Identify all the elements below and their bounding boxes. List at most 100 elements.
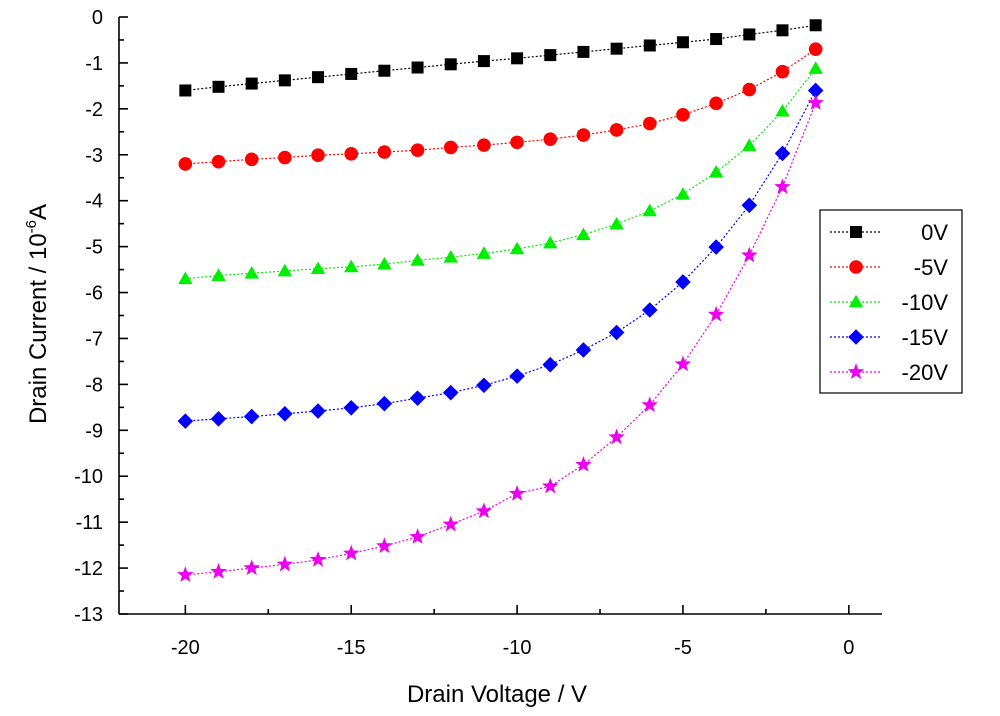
data-point	[742, 138, 757, 151]
series-line	[185, 90, 817, 422]
y-axis-title-main: Drain Current / 10	[25, 233, 52, 424]
data-point	[809, 19, 822, 32]
data-point	[277, 405, 293, 422]
y-axis-title-exponent: -6	[23, 220, 40, 233]
data-point	[608, 324, 625, 341]
data-point	[774, 178, 791, 194]
data-point	[544, 49, 557, 62]
y-tick-label: -13	[74, 604, 103, 626]
data-point	[177, 413, 194, 429]
data-point	[442, 384, 459, 401]
x-tick-label: -5	[674, 637, 692, 659]
data-point	[576, 227, 591, 241]
data-point	[477, 138, 491, 152]
data-point	[743, 28, 756, 41]
data-point	[543, 235, 558, 249]
data-point	[278, 74, 291, 87]
data-point	[542, 356, 559, 373]
y-axis-title-unit: A	[25, 204, 52, 220]
data-point	[541, 477, 559, 494]
x-tick-label: 0	[843, 637, 854, 659]
series-3	[178, 61, 823, 285]
data-point	[742, 82, 757, 97]
legend-marker	[849, 260, 863, 274]
data-point	[212, 80, 225, 93]
data-point	[311, 148, 325, 163]
data-point	[707, 305, 725, 322]
data-point	[709, 96, 723, 111]
data-point	[741, 246, 758, 263]
data-point	[609, 216, 624, 230]
data-point	[179, 84, 192, 97]
data-point	[509, 241, 525, 255]
data-point	[276, 555, 294, 572]
y-tick-label: -2	[85, 99, 103, 121]
data-point	[575, 342, 592, 358]
data-point	[343, 400, 360, 416]
data-point	[442, 515, 460, 532]
y-tick-label: -10	[74, 466, 103, 488]
data-point	[741, 197, 758, 214]
data-point	[377, 256, 392, 270]
data-point	[310, 261, 326, 275]
data-point	[708, 165, 724, 178]
data-point	[178, 271, 193, 285]
y-axis-title: Drain Current / 10-6A	[23, 204, 52, 424]
data-point	[609, 123, 624, 137]
data-point	[675, 187, 691, 200]
legend-marker	[850, 226, 862, 238]
legend-marker	[847, 363, 865, 380]
data-point	[575, 456, 592, 472]
data-point	[376, 537, 393, 554]
data-point	[674, 355, 692, 372]
x-tick-label: -10	[503, 637, 532, 659]
data-point	[543, 132, 558, 146]
axes: 0 -1 -2 -3 -4 -5 -6 -7 -8 -9 -10 -11 -12 -13 -20 -15 -10…	[74, 7, 882, 659]
legend-label: -15V	[902, 325, 949, 350]
data-point	[708, 239, 724, 255]
data-point	[344, 259, 359, 273]
data-point	[345, 67, 358, 80]
data-point	[443, 140, 458, 155]
data-point	[444, 58, 457, 71]
data-point	[178, 157, 193, 171]
series-2	[178, 42, 823, 171]
x-tick-label: -20	[171, 637, 200, 659]
data-point	[608, 428, 625, 445]
data-point	[776, 24, 789, 37]
y-tick-label: -6	[85, 283, 103, 305]
data-point	[641, 302, 658, 318]
data-point	[775, 64, 790, 79]
data-point	[210, 563, 227, 579]
data-point	[577, 45, 590, 58]
y-tick-label: -12	[74, 558, 103, 580]
series-layer	[177, 19, 824, 582]
data-point	[245, 77, 258, 90]
data-point	[377, 145, 392, 159]
series-4	[177, 82, 824, 429]
data-point	[211, 268, 226, 281]
series-5	[177, 94, 824, 582]
data-point	[807, 94, 824, 110]
data-point	[376, 395, 393, 412]
data-point	[378, 64, 391, 77]
y-tick-label: -9	[85, 420, 103, 442]
x-tick-label: -15	[337, 637, 366, 659]
series-1	[179, 19, 822, 97]
data-point	[676, 36, 689, 49]
data-point	[310, 403, 326, 419]
data-point	[211, 154, 226, 169]
data-point	[509, 368, 525, 384]
data-point	[344, 147, 359, 161]
data-point	[243, 408, 260, 425]
y-tick-label: -7	[85, 328, 103, 350]
data-point	[710, 33, 723, 46]
legend: 0V -5V -10V -15V -20V	[819, 209, 963, 394]
legend-marker	[848, 294, 864, 308]
data-point	[675, 274, 691, 290]
legend-label: -10V	[902, 290, 949, 315]
data-point	[610, 42, 623, 55]
data-point	[409, 390, 426, 406]
y-tick-label: -5	[85, 237, 103, 259]
